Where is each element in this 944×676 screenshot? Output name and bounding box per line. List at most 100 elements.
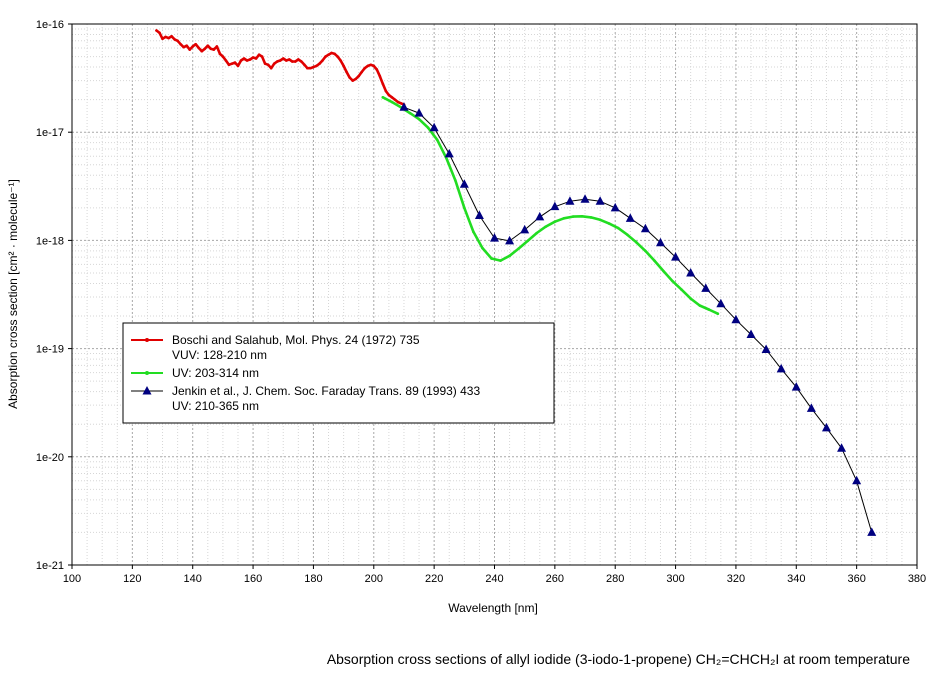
series-1-point bbox=[254, 57, 258, 60]
series-3-point bbox=[610, 202, 620, 212]
series-2-point bbox=[526, 239, 529, 243]
series-1-point bbox=[309, 66, 312, 70]
series-1-point bbox=[297, 58, 300, 61]
series-2-point bbox=[635, 241, 638, 244]
series-1-point bbox=[354, 77, 357, 81]
series-3-point bbox=[580, 194, 590, 203]
x-tick-label: 320 bbox=[727, 573, 745, 585]
series-3-point bbox=[852, 475, 862, 485]
series-1-point bbox=[188, 48, 191, 51]
series-1-point bbox=[291, 60, 294, 63]
series-3-point bbox=[821, 422, 831, 432]
series-3-point bbox=[595, 196, 605, 205]
series-1-point bbox=[248, 58, 252, 61]
series-1-point bbox=[396, 100, 400, 104]
series-3-point bbox=[520, 224, 530, 234]
series-2-point bbox=[463, 206, 466, 210]
series-2-point bbox=[481, 246, 484, 250]
series-2-point bbox=[562, 217, 566, 220]
series-2-point bbox=[571, 215, 575, 218]
series-2-point bbox=[653, 259, 656, 262]
figure-caption: Absorption cross sections of allyl iodid… bbox=[327, 651, 910, 667]
series-1-point bbox=[164, 35, 167, 39]
axis-ticks: 100 120 140 160 180 200 220 240 260 280 300 320 340 3… bbox=[36, 19, 926, 585]
legend-series-1-range: VUV: 128-210 nm bbox=[172, 348, 267, 362]
series-1-point bbox=[390, 96, 394, 99]
series-1-point bbox=[197, 46, 201, 50]
x-tick-label: 260 bbox=[546, 573, 564, 585]
series-1-point bbox=[393, 98, 397, 101]
x-tick-label: 300 bbox=[666, 573, 684, 585]
series-1-point bbox=[324, 55, 327, 58]
series-3-point bbox=[716, 298, 726, 308]
series-1-point bbox=[185, 44, 188, 48]
series-1-point bbox=[375, 68, 379, 71]
series-1-point bbox=[348, 76, 351, 79]
x-tick-label: 340 bbox=[787, 573, 805, 585]
series-3-point bbox=[671, 252, 681, 261]
series-1-point bbox=[227, 63, 231, 67]
y-tick-label: 1e-20 bbox=[36, 452, 64, 464]
series-1-point bbox=[269, 66, 273, 70]
series-1-point bbox=[342, 64, 345, 68]
y-tick-label: 1e-21 bbox=[36, 560, 64, 572]
series-2-point bbox=[680, 288, 683, 292]
series-1-point bbox=[209, 47, 213, 51]
series-3-point bbox=[474, 210, 484, 219]
series-1-point bbox=[212, 48, 216, 51]
series-1-point bbox=[251, 56, 255, 59]
series-1-point bbox=[215, 45, 219, 48]
series-2-point bbox=[644, 249, 647, 253]
series-3-point bbox=[535, 211, 545, 221]
series-2-point bbox=[535, 231, 539, 235]
series-1-point bbox=[294, 60, 297, 63]
series-3-point bbox=[791, 382, 801, 391]
series-1-point bbox=[321, 59, 324, 62]
series-2-line bbox=[381, 96, 720, 316]
series-3-point bbox=[399, 102, 409, 111]
y-tick-label: 1e-16 bbox=[36, 19, 64, 31]
series-2-point bbox=[544, 225, 548, 228]
series-1-point bbox=[179, 42, 182, 46]
series-1-point bbox=[182, 45, 185, 49]
x-tick-label: 120 bbox=[123, 573, 141, 585]
x-tick-label: 280 bbox=[606, 573, 624, 585]
series-1-point bbox=[345, 70, 348, 74]
series-3-point bbox=[414, 108, 424, 117]
series-1-point bbox=[155, 29, 158, 32]
series-3-line bbox=[403, 106, 873, 533]
series-1-point bbox=[369, 63, 373, 67]
series-1-point bbox=[191, 45, 195, 48]
series-1-point bbox=[306, 66, 309, 70]
series-1-point bbox=[173, 38, 176, 41]
series-1-point bbox=[351, 79, 354, 82]
series-2-point bbox=[662, 269, 665, 273]
series-1-point bbox=[315, 64, 318, 68]
series-1-point bbox=[330, 51, 333, 55]
series-1-point bbox=[318, 62, 321, 65]
legend-box bbox=[122, 322, 555, 424]
series-1-point bbox=[300, 60, 303, 63]
series-1-point bbox=[266, 63, 270, 67]
series-1-point bbox=[336, 55, 339, 58]
series-3-point bbox=[686, 267, 696, 277]
x-tick-label: 240 bbox=[485, 573, 503, 585]
legend-series-3-label: Jenkin et al., J. Chem. Soc. Faraday Tra… bbox=[172, 384, 480, 398]
series-1-point bbox=[278, 59, 282, 62]
series-1-line bbox=[155, 29, 406, 106]
series-2-point bbox=[517, 247, 520, 250]
series-1-point bbox=[263, 62, 267, 65]
series-1-point bbox=[167, 36, 170, 40]
series-3-point bbox=[505, 235, 515, 245]
series-1-point bbox=[303, 63, 306, 67]
series-1-point bbox=[200, 49, 204, 53]
x-tick-label: 180 bbox=[304, 573, 322, 585]
series-3-point bbox=[806, 403, 816, 412]
series-1-point bbox=[260, 55, 264, 58]
series-3-point bbox=[731, 314, 741, 324]
series-1-point bbox=[221, 55, 225, 58]
series-1-point bbox=[194, 42, 198, 46]
series-3-point bbox=[444, 148, 454, 158]
series-2-point bbox=[426, 126, 430, 130]
